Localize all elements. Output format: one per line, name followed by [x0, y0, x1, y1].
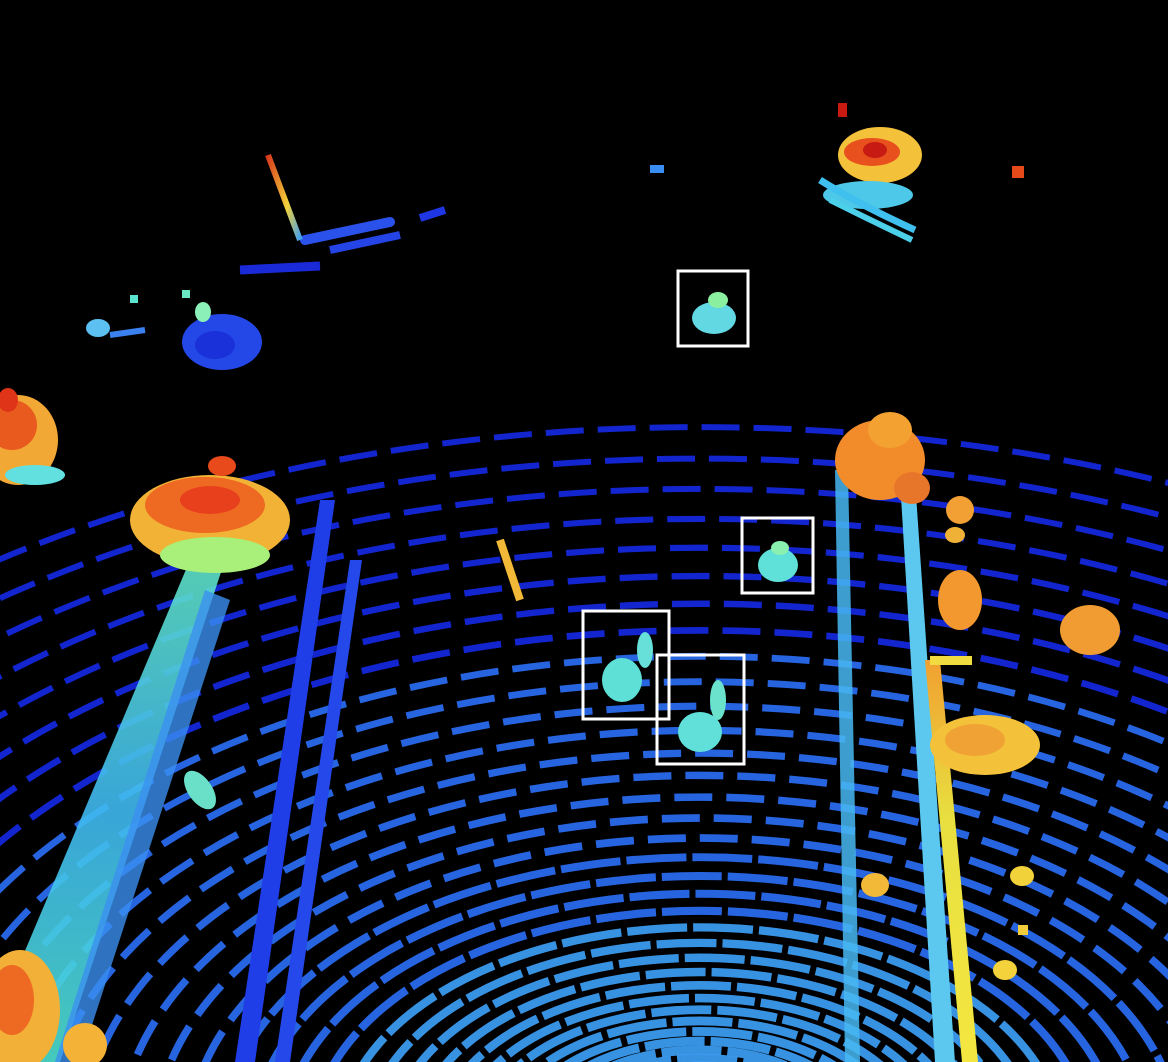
structures-top-left	[86, 153, 664, 810]
scan-ring	[235, 853, 1165, 1062]
scan-ring	[330, 906, 1070, 1062]
scan-ring	[98, 771, 1168, 1051]
scan-ring	[638, 1053, 762, 1062]
tree-left-large	[130, 456, 290, 573]
pedestrian-left	[602, 632, 653, 702]
scan-ring	[0, 572, 1168, 761]
scan-ring	[467, 981, 933, 1062]
tree-bottom-left	[0, 950, 107, 1062]
scan-ring	[133, 793, 1168, 1057]
left-wall-structure	[235, 500, 362, 1062]
scan-ring	[62, 749, 1168, 1046]
tree-top-right	[818, 103, 1024, 243]
scan-ring	[0, 544, 1168, 720]
scan-ring	[586, 1036, 814, 1062]
scan-ring	[0, 485, 1168, 641]
scan-ring	[563, 1027, 837, 1062]
pedestrian-right	[758, 541, 798, 582]
scan-ring	[0, 600, 1168, 803]
left-curb	[0, 560, 230, 1062]
tree-right-upper	[835, 412, 930, 504]
bounding-box	[740, 516, 815, 595]
tree-left-edge	[0, 388, 65, 485]
bushes-right	[861, 496, 1120, 980]
detected-objects	[602, 292, 798, 752]
scan-ring	[201, 834, 1168, 1062]
vegetation	[0, 103, 1120, 1062]
scan-ring	[299, 889, 1101, 1062]
scan-ring	[540, 1016, 860, 1062]
scan-ring	[0, 627, 1168, 847]
bounding-box	[676, 269, 750, 348]
scan-ring	[359, 923, 1041, 1062]
pedestrian-center	[678, 680, 726, 752]
scan-ring	[611, 1045, 789, 1062]
bounding-boxes	[581, 269, 815, 766]
bounding-box	[655, 653, 746, 766]
scan-ring	[492, 993, 908, 1062]
scan-ring	[268, 872, 1132, 1062]
scan-ring	[516, 1005, 884, 1062]
scan-ring	[442, 967, 958, 1062]
bounding-box	[581, 609, 671, 721]
scan-ring	[0, 515, 1168, 680]
pedestrian-far	[692, 292, 736, 334]
